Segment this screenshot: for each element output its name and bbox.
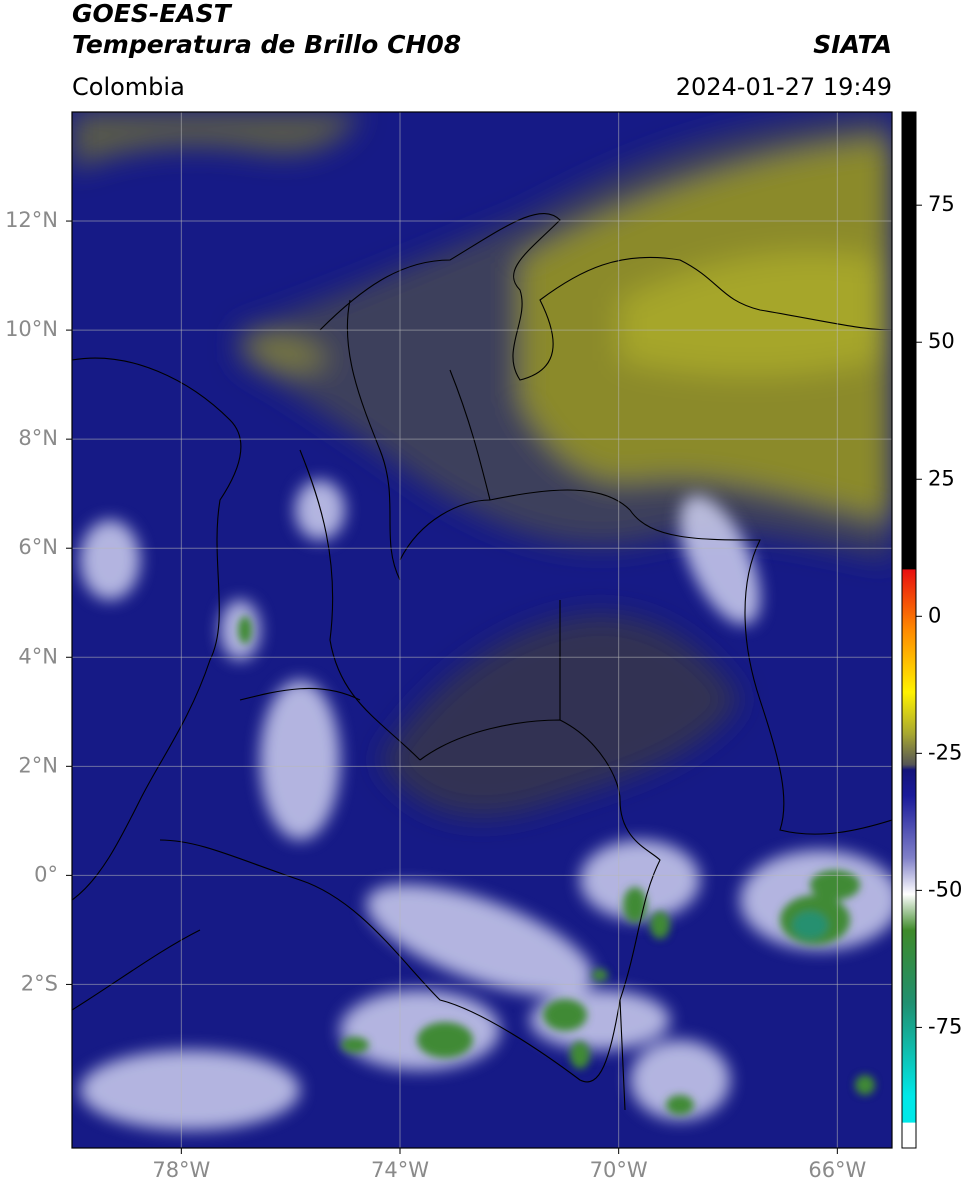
y-tick-label: 2°N (18, 753, 58, 777)
colorbar-tick-label: -25 (928, 740, 962, 764)
subtitle: Temperatura de Brillo CH08 (72, 30, 461, 59)
y-tick-label: 10°N (5, 317, 58, 341)
y-tick-label: 6°N (18, 535, 58, 559)
region: Colombia (72, 73, 185, 101)
x-tick-label: 70°W (590, 1158, 648, 1182)
graticule (72, 112, 892, 1148)
source: SIATA (813, 30, 892, 59)
colorbar-tick-label: -75 (928, 1014, 962, 1038)
datetime: 2024-01-27 19:49 (676, 73, 892, 101)
colorbar-tick-label: 25 (928, 466, 955, 490)
x-tick-label: 74°W (371, 1158, 429, 1182)
colorbar-tick-label: 50 (928, 329, 955, 353)
colorbar (901, 111, 917, 1149)
y-tick-label: 12°N (5, 208, 58, 232)
y-tick-label: 8°N (18, 426, 58, 450)
colorbar-tick-label: -50 (928, 877, 962, 901)
title: GOES-EAST (72, 0, 233, 28)
borders (72, 213, 892, 1111)
colorbar-tick-label: 0 (928, 603, 941, 627)
x-tick-label: 66°W (808, 1158, 866, 1182)
x-tick-label: 78°W (152, 1158, 210, 1182)
colorbar-tick-label: 75 (928, 192, 955, 216)
y-tick-label: 2°S (21, 971, 58, 995)
satellite-image (72, 112, 892, 1148)
y-tick-label: 0° (34, 862, 58, 886)
map-frame (71, 111, 893, 1149)
y-tick-label: 4°N (18, 644, 58, 668)
